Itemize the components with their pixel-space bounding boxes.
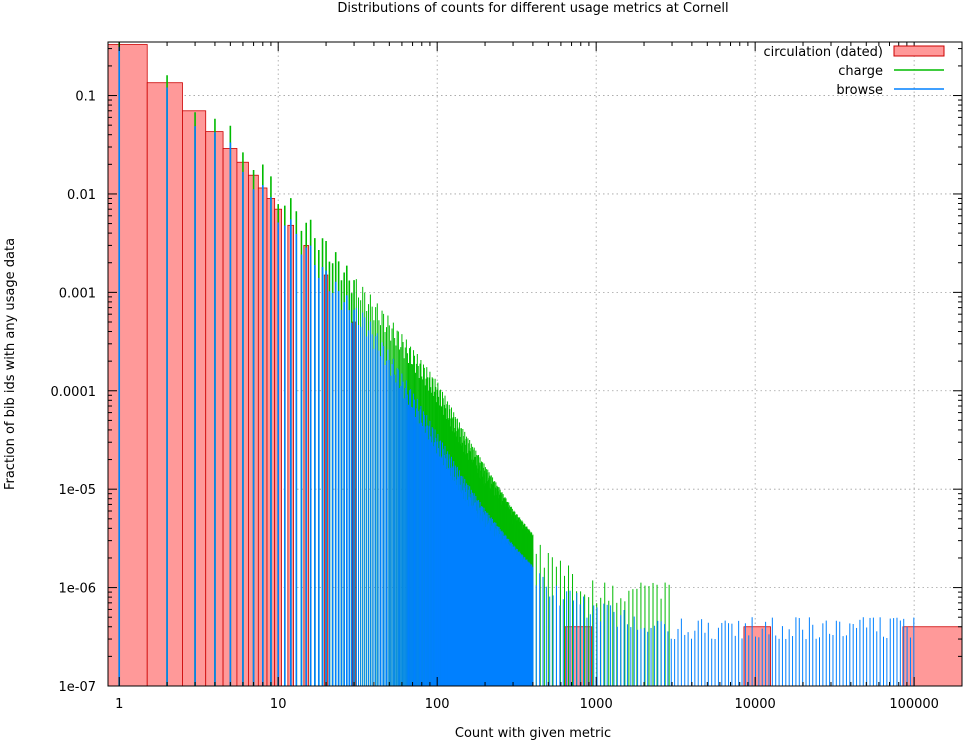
y-axis-label: Fraction of bib ids with any usage data (3, 238, 18, 490)
y-tick-label: 0.01 (67, 188, 96, 203)
plot-border (107, 41, 963, 687)
y-tick-label: 0.1 (75, 90, 96, 105)
y-tick-label: 1e-05 (58, 483, 96, 498)
x-tick-label: 100000 (889, 697, 939, 712)
circulation-bar (182, 110, 207, 687)
browse-impulses (118, 46, 915, 686)
circulation-bar (564, 626, 593, 687)
circulation-bar (107, 44, 148, 687)
x-tick-label: 10 (270, 697, 287, 712)
circulation-bar (743, 626, 771, 687)
legend-label: charge (838, 64, 883, 79)
chart-title: Distributions of counts for different us… (337, 1, 728, 16)
axis-ticks: 1 10 100 1000 10000 100000 0.1 0.01 0.001 0.0001 1… (51, 42, 963, 712)
circulation-boxes (107, 44, 963, 687)
x-tick-label: 1000 (580, 697, 613, 712)
y-tick-label: 0.001 (59, 286, 96, 301)
legend-label: circulation (dated) (763, 45, 883, 60)
circulation-bar (146, 82, 183, 687)
x-tick-label: 1 (115, 697, 123, 712)
y-tick-label: 0.0001 (51, 385, 97, 400)
legend-label: browse (836, 83, 883, 98)
legend-swatch (893, 45, 945, 57)
y-tick-label: 1e-06 (58, 582, 96, 597)
x-tick-label: 10000 (734, 697, 775, 712)
x-tick-label: 100 (425, 697, 450, 712)
y-tick-label: 1e-07 (58, 680, 96, 695)
circulation-bar (902, 626, 963, 687)
x-axis-label: Count with given metric (455, 726, 611, 741)
legend: circulation (dated) charge browse (763, 45, 945, 98)
